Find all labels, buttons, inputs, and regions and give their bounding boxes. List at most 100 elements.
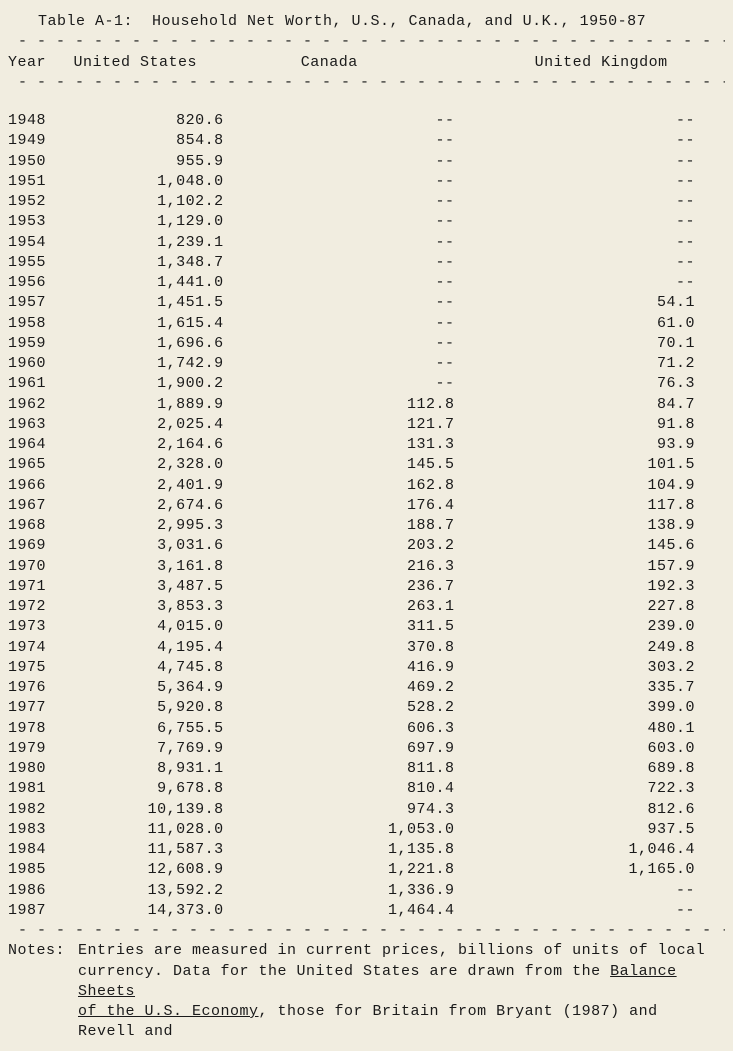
table-row: 198411,587.31,135.81,046.4 [8, 840, 725, 860]
cell-canada: 1,053.0 [244, 820, 475, 840]
table-row: 19621,889.9112.884.7 [8, 395, 725, 415]
cell-us: 14,373.0 [61, 901, 244, 921]
cell-uk: 70.1 [475, 334, 725, 354]
cell-canada: 236.7 [244, 577, 475, 597]
cell-canada: 176.4 [244, 496, 475, 516]
cell-us: 3,853.3 [61, 597, 244, 617]
cell-us: 13,592.2 [61, 881, 244, 901]
table-row: 19601,742.9--71.2 [8, 354, 725, 374]
cell-uk: 227.8 [475, 597, 725, 617]
cell-us: 4,015.0 [61, 617, 244, 637]
cell-uk: -- [475, 212, 725, 232]
cell-year: 1977 [8, 698, 61, 718]
cell-canada: 811.8 [244, 759, 475, 779]
cell-us: 1,239.1 [61, 233, 244, 253]
cell-year: 1965 [8, 455, 61, 475]
cell-year: 1951 [8, 172, 61, 192]
cell-year: 1969 [8, 536, 61, 556]
table-row: 19713,487.5236.7192.3 [8, 577, 725, 597]
cell-uk: 91.8 [475, 415, 725, 435]
cell-year: 1970 [8, 557, 61, 577]
cell-canada: -- [244, 374, 475, 394]
cell-uk: 239.0 [475, 617, 725, 637]
cell-year: 1960 [8, 354, 61, 374]
cell-canada: -- [244, 314, 475, 334]
cell-canada: 810.4 [244, 779, 475, 799]
cell-canada: -- [244, 111, 475, 131]
cell-us: 3,161.8 [61, 557, 244, 577]
col-header-us: United States [54, 53, 231, 73]
cell-year: 1953 [8, 212, 61, 232]
cell-uk: 603.0 [475, 739, 725, 759]
notes-block: Notes: Entries are measured in current p… [8, 941, 725, 1042]
cell-year: 1966 [8, 476, 61, 496]
cell-uk: 249.8 [475, 638, 725, 658]
cell-uk: 303.2 [475, 658, 725, 678]
cell-uk: 54.1 [475, 293, 725, 313]
table-row: 19765,364.9469.2335.7 [8, 678, 725, 698]
cell-uk: -- [475, 901, 725, 921]
table-row: 19531,129.0---- [8, 212, 725, 232]
cell-us: 3,031.6 [61, 536, 244, 556]
cell-us: 9,678.8 [61, 779, 244, 799]
cell-year: 1949 [8, 131, 61, 151]
cell-uk: -- [475, 192, 725, 212]
cell-us: 5,364.9 [61, 678, 244, 698]
notes-body: Entries are measured in current prices, … [78, 941, 725, 1042]
cell-year: 1955 [8, 253, 61, 273]
cell-canada: 311.5 [244, 617, 475, 637]
table-body: 1948820.6----1949854.8----1950955.9----1… [8, 111, 725, 921]
cell-year: 1962 [8, 395, 61, 415]
cell-uk: 157.9 [475, 557, 725, 577]
cell-year: 1982 [8, 800, 61, 820]
cell-uk: -- [475, 172, 725, 192]
cell-canada: 121.7 [244, 415, 475, 435]
cell-uk: 480.1 [475, 719, 725, 739]
table-row: 19775,920.8528.2399.0 [8, 698, 725, 718]
cell-us: 11,587.3 [61, 840, 244, 860]
col-header-canada: Canada [231, 53, 475, 73]
cell-us: 1,742.9 [61, 354, 244, 374]
table-row: 19591,696.6--70.1 [8, 334, 725, 354]
cell-uk: -- [475, 253, 725, 273]
table-row: 19734,015.0311.5239.0 [8, 617, 725, 637]
cell-us: 4,745.8 [61, 658, 244, 678]
cell-uk: 76.3 [475, 374, 725, 394]
cell-canada: 606.3 [244, 719, 475, 739]
cell-canada: -- [244, 334, 475, 354]
table-row: 19723,853.3263.1227.8 [8, 597, 725, 617]
cell-us: 10,139.8 [61, 800, 244, 820]
cell-us: 1,615.4 [61, 314, 244, 334]
table-row: 198210,139.8974.3812.6 [8, 800, 725, 820]
table-row: 19819,678.8810.4722.3 [8, 779, 725, 799]
cell-us: 2,328.0 [61, 455, 244, 475]
cell-canada: -- [244, 172, 475, 192]
table-row: 1948820.6---- [8, 111, 725, 131]
cell-us: 7,769.9 [61, 739, 244, 759]
table-row: 19611,900.2--76.3 [8, 374, 725, 394]
cell-canada: 145.5 [244, 455, 475, 475]
cell-uk: -- [475, 111, 725, 131]
cell-canada: -- [244, 233, 475, 253]
cell-canada: 131.3 [244, 435, 475, 455]
cell-canada: -- [244, 131, 475, 151]
cell-us: 12,608.9 [61, 860, 244, 880]
table-row: 19786,755.5606.3480.1 [8, 719, 725, 739]
cell-us: 2,995.3 [61, 516, 244, 536]
table-row: 19754,745.8416.9303.2 [8, 658, 725, 678]
table-row: 198613,592.21,336.9-- [8, 881, 725, 901]
table-row: 1950955.9---- [8, 152, 725, 172]
table-row: 19693,031.6203.2145.6 [8, 536, 725, 556]
cell-year: 1958 [8, 314, 61, 334]
notes-label: Notes: [8, 941, 78, 1042]
notes-line1: Entries are measured in current prices, … [78, 942, 705, 959]
divider-top: - - - - - - - - - - - - - - - - - - - - … [8, 32, 725, 52]
cell-canada: 1,135.8 [244, 840, 475, 860]
cell-uk: 93.9 [475, 435, 725, 455]
cell-year: 1972 [8, 597, 61, 617]
cell-canada: -- [244, 273, 475, 293]
table-row: 19541,239.1---- [8, 233, 725, 253]
cell-canada: 112.8 [244, 395, 475, 415]
cell-us: 955.9 [61, 152, 244, 172]
cell-uk: -- [475, 273, 725, 293]
